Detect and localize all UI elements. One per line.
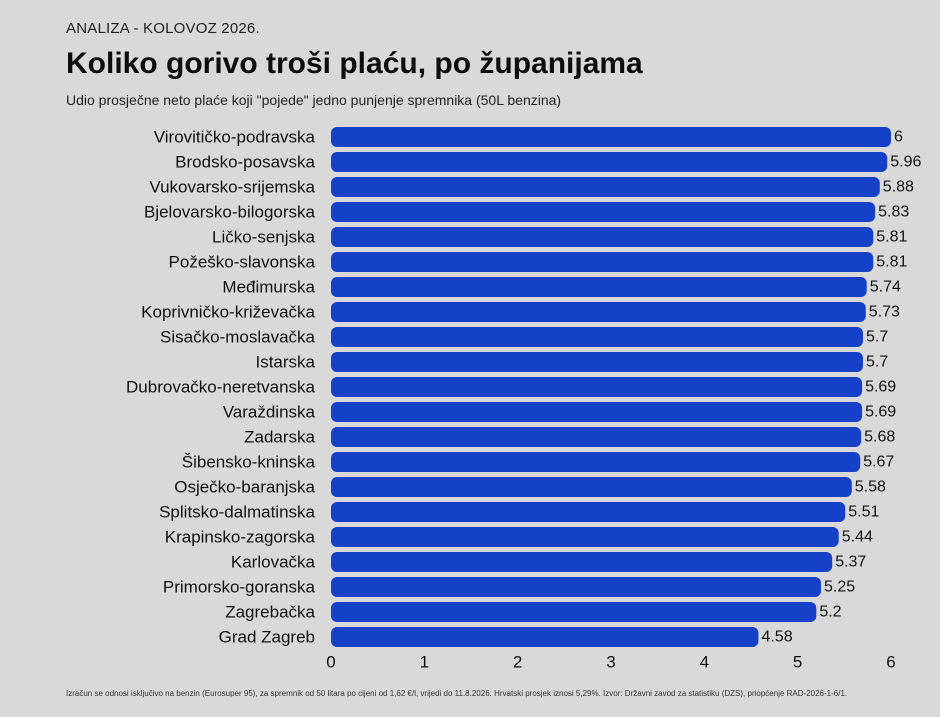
- bar: [331, 302, 866, 322]
- x-tick-label: 1: [420, 653, 429, 672]
- value-label: 5.25: [824, 579, 855, 596]
- value-label: 5.7: [866, 329, 888, 346]
- value-label: 5.2: [819, 604, 841, 621]
- bar: [331, 527, 839, 547]
- chart-title: Koliko gorivo troši plaću, po županijama: [66, 47, 643, 80]
- bar: [331, 377, 863, 397]
- bar: [331, 127, 891, 147]
- chart-subtitle: Udio prosječne neto plaće koji "pojede" …: [66, 92, 562, 108]
- category-label: Splitsko-dalmatinska: [159, 503, 315, 522]
- value-label: 5.44: [842, 529, 873, 546]
- bar: [331, 602, 817, 622]
- value-label: 5.83: [878, 204, 909, 221]
- bar: [331, 252, 874, 272]
- x-tick-label: 3: [606, 653, 615, 672]
- x-tick-label: 6: [886, 653, 895, 672]
- x-tick-label: 2: [513, 653, 522, 672]
- value-label: 5.81: [876, 254, 907, 271]
- value-label: 5.58: [855, 479, 886, 496]
- bar: [331, 352, 863, 372]
- x-tick-label: 0: [326, 653, 335, 672]
- value-label: 6: [894, 129, 903, 146]
- bar: [331, 502, 846, 522]
- category-label: Zadarska: [244, 428, 315, 447]
- bar: [331, 152, 888, 172]
- bar: [331, 577, 821, 597]
- category-label: Dubrovačko-neretvanska: [126, 378, 316, 397]
- value-label: 5.51: [848, 504, 879, 521]
- category-label: Vukovarsko-srijemska: [149, 178, 315, 197]
- x-tick-label: 5: [793, 653, 802, 672]
- category-label: Sisačko-moslavačka: [160, 328, 315, 347]
- category-label: Bjelovarsko-bilogorska: [144, 203, 316, 222]
- value-label: 5.67: [863, 454, 894, 471]
- bar: [331, 552, 833, 572]
- category-label: Osječko-baranjska: [174, 478, 315, 497]
- category-label: Zagrebačka: [225, 603, 315, 622]
- category-label: Primorsko-goranska: [163, 578, 316, 597]
- bar: [331, 277, 867, 297]
- category-label: Brodsko-posavska: [175, 153, 315, 172]
- value-label: 5.96: [890, 154, 921, 171]
- bar: [331, 202, 876, 222]
- bar: [331, 627, 759, 647]
- x-tick-label: 4: [700, 653, 709, 672]
- category-label: Krapinsko-zagorska: [165, 528, 316, 547]
- category-label: Karlovačka: [231, 553, 316, 572]
- category-label: Istarska: [255, 353, 315, 372]
- category-label: Virovitičko-podravska: [154, 128, 316, 147]
- bar: [331, 177, 880, 197]
- bar: [331, 327, 863, 347]
- value-label: 5.69: [865, 379, 896, 396]
- category-label: Grad Zagreb: [219, 628, 315, 647]
- bar: [331, 427, 862, 447]
- value-label: 5.74: [870, 279, 901, 296]
- category-label: Ličko-senjska: [212, 228, 316, 247]
- category-label: Požeško-slavonska: [169, 253, 316, 272]
- value-label: 5.69: [865, 404, 896, 421]
- category-label: Varaždinska: [223, 403, 316, 422]
- bar: [331, 402, 863, 422]
- category-label: Koprivničko-križevačka: [141, 303, 315, 322]
- value-label: 5.7: [866, 354, 888, 371]
- bar: [331, 477, 852, 497]
- value-label: 4.58: [761, 629, 792, 646]
- bar: [331, 452, 861, 472]
- value-label: 5.88: [883, 179, 914, 196]
- value-label: 5.68: [864, 429, 895, 446]
- value-label: 5.81: [876, 229, 907, 246]
- kicker: ANALIZA - KOLOVOZ 2026.: [66, 20, 260, 37]
- footnote: Izračun se odnosi isključivo na benzin (…: [66, 689, 848, 698]
- category-label: Međimurska: [222, 278, 315, 297]
- value-label: 5.37: [835, 554, 866, 571]
- category-label: Šibensko-kninska: [182, 453, 316, 472]
- bar: [331, 227, 874, 247]
- value-label: 5.73: [869, 304, 900, 321]
